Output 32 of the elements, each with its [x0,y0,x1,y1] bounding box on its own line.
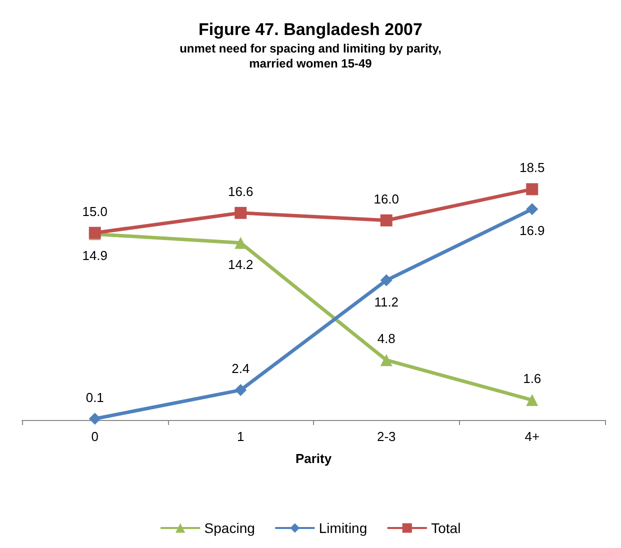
x-tick-label: 4+ [524,429,540,444]
data-label: 4.8 [377,331,396,346]
legend-label: Limiting [318,520,368,536]
chart-title: Figure 47. Bangladesh 2007 [198,20,422,39]
point [380,274,392,286]
data-label: 2.4 [232,361,250,376]
data-label: 14.9 [82,248,108,264]
point [88,412,101,425]
point [380,214,392,226]
data-label: 16.9 [519,223,545,238]
legend-label: Total [431,520,461,536]
data-label: 11.2 [374,294,399,310]
data-label: 15.0 [82,204,108,219]
chart-subtitle: unmet need for spacing and limiting by parity, married women 15-49 [180,42,442,70]
x-axis-title: Parity [295,451,332,466]
data-label: 14.2 [228,256,254,272]
point [234,384,247,396]
point [234,206,247,219]
x-tick-label: 0 [91,429,98,444]
data-label: 16.0 [374,191,400,206]
point [526,183,538,196]
data-label: 0.1 [86,390,104,405]
x-tick-label: 2-3 [376,429,396,444]
point [380,354,392,366]
data-label: 1.6 [523,371,542,386]
point [526,203,538,216]
x-tick-label: 1 [237,429,244,444]
point [526,394,538,406]
legend-label: Spacing [204,520,255,536]
point [234,236,247,249]
data-label: 16.6 [228,184,254,199]
data-label: 18.5 [519,160,545,176]
